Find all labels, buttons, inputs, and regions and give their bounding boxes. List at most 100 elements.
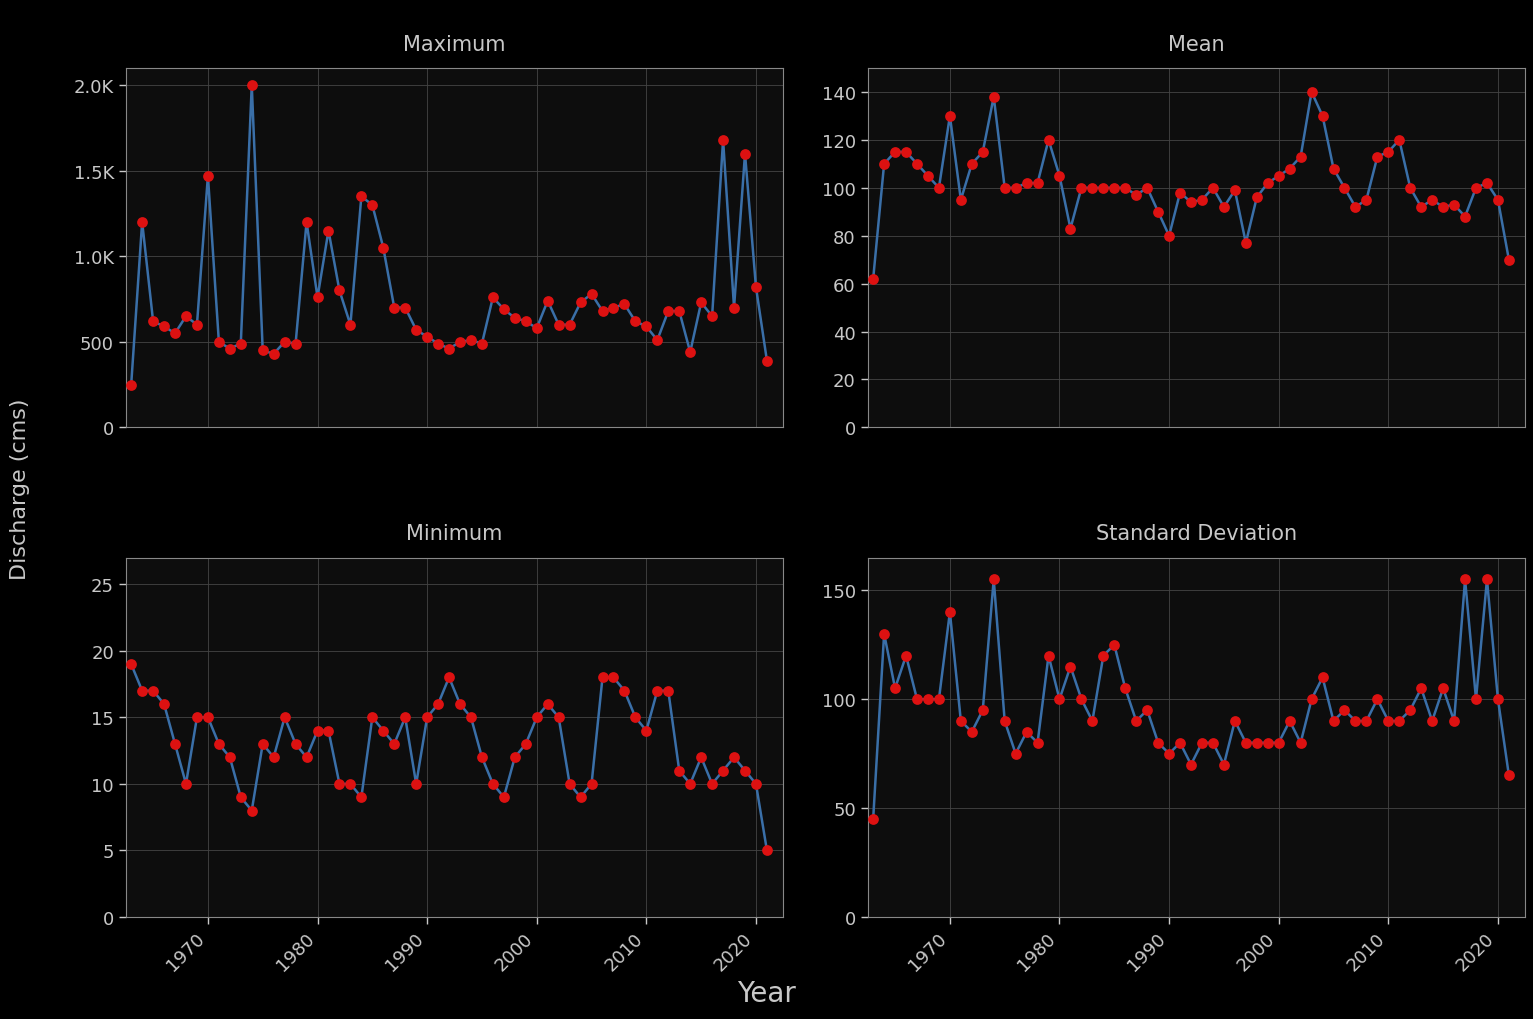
Point	[360, 709, 385, 726]
Point	[656, 683, 681, 699]
Point	[273, 334, 297, 351]
Point	[645, 332, 670, 348]
Point	[1058, 658, 1082, 675]
Point	[1300, 85, 1325, 101]
Point	[1069, 180, 1093, 197]
Point	[1485, 691, 1510, 707]
Point	[579, 286, 604, 303]
Point	[635, 722, 659, 739]
Point	[1069, 691, 1093, 707]
Point	[492, 302, 517, 318]
Point	[535, 293, 560, 310]
Point	[1343, 713, 1367, 730]
Point	[415, 329, 440, 345]
Point	[1311, 669, 1335, 686]
Point	[403, 322, 428, 338]
Point	[1332, 702, 1357, 718]
Point	[437, 341, 461, 358]
Text: Mean: Mean	[1168, 35, 1225, 55]
Point	[1300, 691, 1325, 707]
Point	[350, 189, 374, 205]
Point	[1256, 175, 1280, 192]
Point	[1047, 168, 1072, 184]
Point	[1266, 735, 1291, 751]
Point	[1168, 735, 1193, 751]
Point	[535, 696, 560, 712]
Point	[894, 145, 918, 161]
Point	[872, 157, 897, 173]
Point	[382, 301, 406, 317]
Point	[1047, 691, 1072, 707]
Point	[196, 709, 221, 726]
Point	[1343, 200, 1367, 216]
Point	[1245, 735, 1269, 751]
Point	[184, 709, 208, 726]
Point	[1443, 713, 1467, 730]
Point	[569, 790, 593, 806]
Point	[1200, 735, 1225, 751]
Point	[360, 198, 385, 214]
Point	[1145, 735, 1170, 751]
Point	[350, 790, 374, 806]
Point	[239, 803, 264, 819]
Point	[1409, 681, 1433, 697]
Point	[1157, 746, 1182, 762]
Point	[1387, 132, 1412, 149]
Point	[1430, 200, 1455, 216]
Point	[1036, 648, 1061, 664]
Point	[514, 736, 538, 752]
Point	[1496, 253, 1521, 269]
Point	[1311, 109, 1335, 125]
Point	[701, 776, 725, 793]
Point	[546, 709, 570, 726]
Point	[915, 168, 940, 184]
Point	[862, 811, 886, 827]
Point	[1004, 180, 1029, 197]
Point	[1026, 175, 1050, 192]
Point	[1464, 691, 1489, 707]
Point	[1234, 235, 1259, 252]
Point	[579, 776, 604, 793]
Text: Discharge (cms): Discharge (cms)	[9, 398, 31, 580]
Point	[392, 709, 417, 726]
Point	[590, 669, 615, 686]
Point	[305, 722, 330, 739]
Point	[701, 309, 725, 325]
Point	[1377, 713, 1401, 730]
Point	[1364, 691, 1389, 707]
Point	[426, 336, 451, 353]
Point	[437, 669, 461, 686]
Point	[152, 319, 176, 335]
Point	[612, 683, 636, 699]
Point	[305, 289, 330, 306]
Point	[1453, 209, 1478, 225]
Point	[141, 314, 166, 330]
Point	[1036, 132, 1061, 149]
Point	[250, 736, 274, 752]
Point	[1081, 713, 1105, 730]
Point	[678, 344, 702, 361]
Point	[262, 749, 287, 765]
Point	[207, 334, 231, 351]
Point	[273, 709, 297, 726]
Point	[503, 311, 527, 327]
Point	[130, 683, 155, 699]
Point	[1321, 713, 1346, 730]
Point	[656, 304, 681, 320]
Point	[667, 762, 691, 779]
Point	[339, 776, 363, 793]
Point	[949, 713, 973, 730]
Point	[622, 314, 647, 330]
Point	[1102, 180, 1127, 197]
Point	[970, 145, 995, 161]
Point	[1124, 187, 1148, 204]
Point	[667, 304, 691, 320]
Point	[228, 336, 253, 353]
Point	[754, 354, 779, 370]
Point	[590, 304, 615, 320]
Point	[1223, 182, 1248, 199]
Point	[1113, 180, 1137, 197]
Point	[1475, 572, 1499, 588]
Point	[1398, 702, 1423, 718]
Point	[904, 691, 929, 707]
